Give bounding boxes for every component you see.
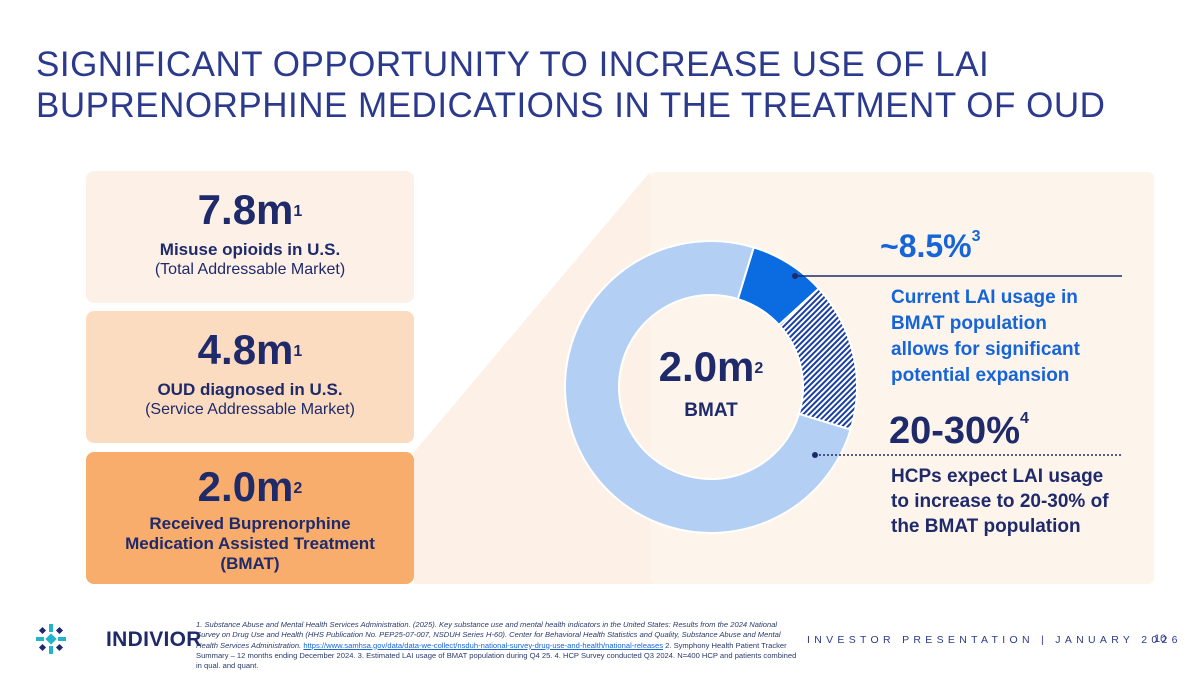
footnote-part-2: 2. Symphony Health Patient Tracker Summa… xyxy=(196,640,797,671)
sam-label: OUD diagnosed in U.S. xyxy=(157,380,343,399)
expected-usage-line-3: the BMAT population xyxy=(891,516,1081,537)
sam-value: 4.8m1 xyxy=(197,326,303,373)
expected-usage-ref: 4 xyxy=(1019,410,1029,427)
bmat-label-line-3: (BMAT) xyxy=(220,554,280,573)
bmat-label-line-2: Medication Assisted Treatment xyxy=(125,534,375,553)
expected-usage-value: 20-30%4 xyxy=(889,410,1029,452)
tam-value: 7.8m1 xyxy=(197,186,303,233)
slide-title: SIGNIFICANT OPPORTUNITY TO INCREASE USE … xyxy=(36,44,1156,126)
current-usage-line-2: BMAT population xyxy=(891,313,1047,334)
page-number: 10 xyxy=(1154,633,1167,645)
slide-title-line-1: SIGNIFICANT OPPORTUNITY TO INCREASE USE … xyxy=(36,45,990,84)
tam-label: Misuse opioids in U.S. xyxy=(159,240,341,259)
current-usage-value: ~8.5%3 xyxy=(880,228,981,264)
expected-usage-line-1: HCPs expect LAI usage xyxy=(891,466,1104,487)
sam-ref: 1 xyxy=(293,343,303,360)
expected-usage-leader-dot xyxy=(812,452,818,458)
bmat-label: Received Buprenorphine Medication Assist… xyxy=(86,514,414,574)
slide-title-line-2: BUPRENORPHINE MEDICATIONS IN THE TREATME… xyxy=(36,86,1106,125)
bmat-value: 2.0m2 xyxy=(197,463,303,510)
current-usage-leader-dot xyxy=(792,273,798,279)
bmat-label-line-1: Received Buprenorphine xyxy=(149,514,351,533)
tam-sub: (Total Addressable Market) xyxy=(154,261,346,278)
tam-box: 7.8m1 Misuse opioids in U.S. (Total Addr… xyxy=(86,171,414,303)
investor-presentation-label: INVESTOR PRESENTATION | JANUARY 2026 xyxy=(807,634,1182,646)
current-usage-line-1: Current LAI usage in xyxy=(891,287,1078,308)
footnotes: 1. Substance Abuse and Mental Health Ser… xyxy=(196,620,800,671)
tam-ref: 1 xyxy=(293,203,303,220)
bmat-ref: 2 xyxy=(293,480,303,497)
donut-center-value: 2.0m2 xyxy=(658,343,764,390)
expected-usage-line-2: to increase to 20-30% of xyxy=(891,491,1109,512)
indivior-logo-icon xyxy=(36,624,66,654)
donut-center-label: BMAT xyxy=(684,400,738,421)
expected-usage-description: HCPs expect LAI usage to increase to 20-… xyxy=(891,464,1151,539)
sam-box: 4.8m1 OUD diagnosed in U.S. (Service Add… xyxy=(86,311,414,443)
current-usage-line-3: allows for significant xyxy=(891,339,1080,360)
donut-center-ref: 2 xyxy=(754,360,764,377)
donut-chart xyxy=(564,240,858,534)
sam-sub: (Service Addressable Market) xyxy=(145,401,355,418)
bmat-box: 2.0m2 Received Buprenorphine Medication … xyxy=(86,452,414,584)
donut-slice-3 xyxy=(564,240,852,534)
current-usage-description: Current LAI usage in BMAT population all… xyxy=(891,285,1121,389)
current-usage-ref: 3 xyxy=(971,228,981,245)
footnote-part-1: 1. Substance Abuse and Mental Health Ser… xyxy=(196,620,781,650)
footnote-link[interactable]: https://www.samhsa.gov/data/data-we-coll… xyxy=(303,640,663,650)
indivior-logo: INDIVIOR xyxy=(34,622,201,658)
current-usage-line-4: potential expansion xyxy=(891,365,1070,386)
indivior-logo-text: INDIVIOR xyxy=(106,628,202,651)
